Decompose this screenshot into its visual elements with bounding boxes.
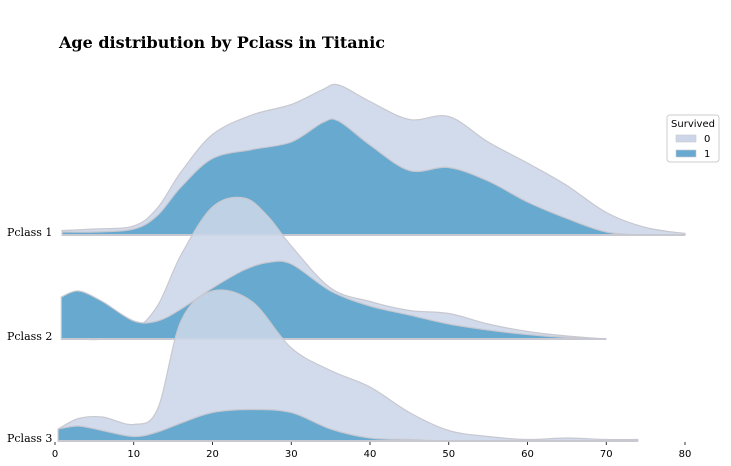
legend-entry-label: 0 [704, 134, 710, 145]
ridge-3-series-0 [57, 289, 639, 442]
x-tick-label: 20 [206, 449, 219, 460]
x-tick-label: 80 [679, 449, 692, 460]
x-tick-label: 60 [521, 449, 534, 460]
x-tick-label: 10 [127, 449, 140, 460]
legend: Survived 0 1 [666, 114, 720, 163]
x-tick-label: 40 [364, 449, 377, 460]
legend-swatch-1 [675, 149, 697, 158]
ridge-label: Pclass 3 [7, 432, 52, 445]
x-tick-label: 30 [285, 449, 298, 460]
x-tick-label: 50 [442, 449, 455, 460]
x-axis: 0 10 20 30 40 50 60 70 80 [52, 442, 692, 460]
ridge-1: Pclass 1 [7, 83, 686, 239]
chart-title: Age distribution by Pclass in Titanic [58, 33, 385, 52]
legend-swatch-0 [675, 134, 697, 143]
ridge-label: Pclass 2 [7, 330, 52, 343]
ridge-3: Pclass 3 [7, 289, 639, 445]
legend-title: Survived [671, 119, 715, 130]
x-tick-label: 0 [52, 449, 58, 460]
ridge-2-series-1 [60, 260, 607, 340]
legend-entry-label: 1 [704, 149, 710, 160]
ridges: Pclass 1 Pclass 2 Pclass 3 [7, 83, 686, 445]
x-tick-label: 70 [600, 449, 613, 460]
ridge-label: Pclass 1 [7, 226, 52, 239]
